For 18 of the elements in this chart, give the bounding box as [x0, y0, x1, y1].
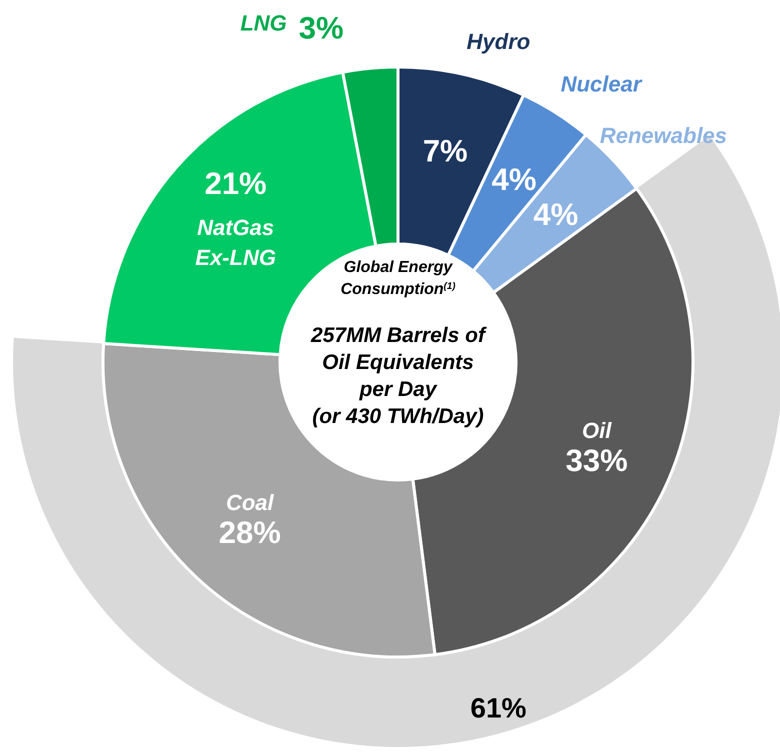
- data-label: 4%: [533, 196, 578, 232]
- slice-label: Coal: [226, 490, 275, 515]
- data-label: 33%: [566, 442, 628, 478]
- data-label: 7%: [422, 134, 468, 169]
- text: (or 430 TWh/Day): [312, 405, 484, 428]
- data-label: 3%: [298, 10, 344, 46]
- slice-label: NatGas Ex-LNG: [195, 214, 276, 270]
- slice-label: Oil: [582, 418, 612, 443]
- data-label: 28%: [218, 514, 281, 550]
- slice-label: LNG: [240, 10, 287, 36]
- text: 257MM Barrels of Oil Equivalents per Day: [310, 324, 487, 401]
- text: Global Energy Consumption$^{(1)}$: [340, 259, 456, 298]
- slice-label: Hydro: [466, 28, 530, 54]
- data-label: 61%: [470, 692, 527, 724]
- slice-label: Nuclear: [560, 71, 643, 96]
- data-label: 4%: [492, 162, 536, 198]
- slice-label: Renewables: [600, 122, 728, 148]
- data-label: 21%: [204, 166, 267, 201]
